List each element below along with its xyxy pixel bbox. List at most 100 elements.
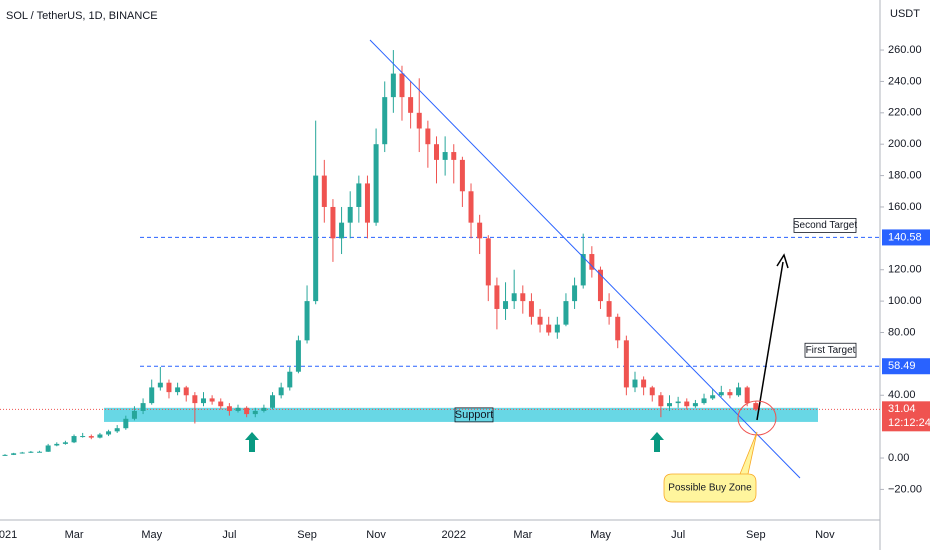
up-arrow — [650, 432, 664, 452]
candle-body — [200, 398, 206, 404]
countdown: 12:12:24 — [888, 417, 931, 429]
candle-body — [80, 436, 86, 438]
candle-body — [149, 387, 155, 404]
candle-body — [330, 206, 336, 239]
candle-body — [632, 379, 638, 388]
candle-body — [684, 401, 690, 407]
x-tick-label: May — [590, 529, 611, 541]
candle-body — [295, 340, 301, 372]
buy-zone-circle — [737, 400, 777, 436]
candle-body — [744, 387, 750, 404]
candle-body — [252, 410, 258, 415]
projection-arrow-head — [776, 253, 789, 269]
candle-body — [416, 112, 422, 129]
y-tick-label: 240.00 — [888, 75, 922, 87]
projection-arrow — [756, 261, 784, 421]
trend-line — [369, 39, 801, 479]
candle-body — [468, 191, 474, 223]
candle-body — [606, 301, 612, 317]
candle-body — [589, 254, 595, 270]
candle-body — [485, 238, 491, 286]
candle-body — [494, 285, 500, 309]
candle-body — [235, 407, 241, 411]
y-tick-label: 100.00 — [888, 295, 922, 307]
x-tick-label: Mar — [513, 529, 532, 541]
candle-body — [131, 410, 137, 419]
candle-body — [278, 387, 284, 396]
candle-body — [649, 387, 655, 396]
candle-body — [287, 371, 293, 388]
y-tick-label: 160.00 — [888, 201, 922, 213]
y-tick-label: 200.00 — [888, 138, 922, 150]
x-tick-label: Nov — [815, 529, 835, 541]
candle-body — [442, 152, 448, 160]
candle-body — [520, 293, 526, 302]
support-label: Support — [455, 409, 494, 421]
up-arrow — [245, 432, 259, 452]
chart-title: SOL / TetherUS, 1D, BINANCE — [6, 10, 158, 22]
y-tick-label: 180.00 — [888, 169, 922, 181]
x-tick-label: Sep — [297, 529, 317, 541]
candle-body — [477, 222, 483, 239]
candle-body — [339, 222, 345, 239]
candle-body — [71, 436, 77, 443]
candle-body — [546, 324, 552, 333]
candle-body — [554, 324, 560, 333]
candle-body — [727, 392, 733, 396]
candle-body — [434, 144, 439, 160]
candle-body — [425, 128, 431, 145]
candle-body — [399, 73, 405, 98]
y-tick-label: 80.00 — [888, 326, 916, 338]
price-tag — [882, 358, 930, 375]
candle-body — [304, 301, 310, 341]
price-tag-label: 31.04 — [888, 403, 916, 415]
candle-body — [192, 395, 198, 404]
candle-body — [54, 443, 60, 446]
candle-body — [244, 407, 250, 415]
candle-body — [718, 392, 724, 396]
candle-body — [209, 398, 215, 402]
x-tick-label: Jul — [222, 529, 236, 541]
candle-body — [218, 401, 224, 407]
x-tick-label: 2022 — [442, 529, 466, 541]
candle-body — [175, 387, 181, 393]
candle-body — [37, 451, 43, 453]
candle-body — [572, 285, 578, 302]
candle-body — [183, 387, 189, 396]
x-tick-label: 2021 — [0, 529, 17, 541]
candle-body — [623, 340, 629, 388]
support-zone — [104, 407, 818, 422]
second-target-label: Second Target — [793, 220, 858, 231]
first-target-label: First Target — [806, 345, 856, 356]
candle-body — [114, 428, 120, 432]
x-tick-label: May — [141, 529, 162, 541]
candle-body — [692, 403, 698, 407]
second-target-label-box — [793, 218, 857, 233]
price-tag-label: 140.58 — [888, 231, 922, 243]
buy-zone-callout — [663, 431, 758, 503]
y-tick-label: 120.00 — [888, 264, 922, 276]
support-label-box — [454, 407, 494, 423]
candle-body — [511, 293, 517, 302]
candle-body — [28, 451, 34, 453]
candle-body — [503, 301, 509, 309]
candle-body — [347, 206, 353, 223]
candle-body — [382, 97, 388, 145]
candle-body — [459, 159, 465, 192]
candle-body — [106, 431, 112, 435]
candle-body — [710, 395, 716, 399]
candle-body — [675, 401, 681, 404]
price-tag — [882, 229, 930, 246]
first-target-label-box — [804, 342, 857, 358]
candle-body — [270, 395, 276, 408]
candle-body — [641, 379, 647, 388]
candle-body — [356, 183, 362, 207]
candle-body — [615, 316, 621, 341]
candle-body — [563, 301, 569, 325]
y-tick-label: 40.00 — [888, 389, 916, 401]
candle-body — [408, 97, 414, 113]
candle-body — [321, 175, 327, 207]
candle-body — [580, 254, 586, 286]
